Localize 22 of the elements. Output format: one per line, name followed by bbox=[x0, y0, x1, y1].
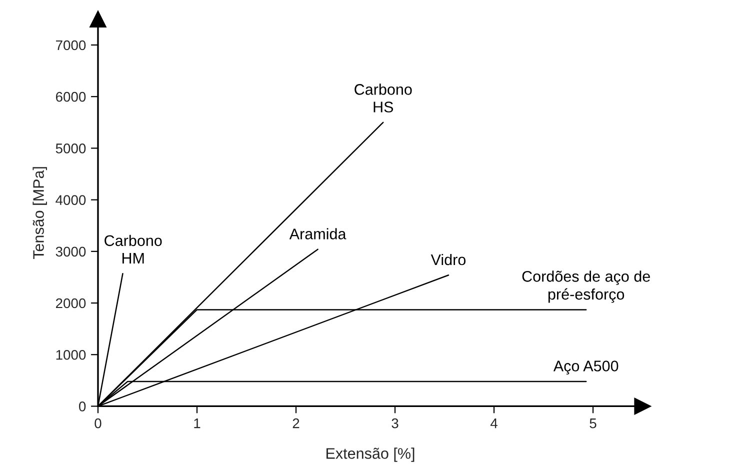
y-tick-label: 4000 bbox=[56, 195, 86, 205]
y-tick-label: 7000 bbox=[56, 40, 86, 50]
x-tick-label: 4 bbox=[490, 418, 498, 428]
y-tick-label: 0 bbox=[79, 402, 86, 412]
series-label: Cordões de aço de pré-esforço bbox=[522, 270, 650, 303]
x-axis-title: Extensão [%] bbox=[326, 448, 414, 462]
y-tick-label: 2000 bbox=[56, 298, 86, 308]
y-axis-title: Tensão [MPa] bbox=[32, 167, 47, 260]
series-label: Carbono HS bbox=[354, 84, 412, 112]
x-tick-label: 0 bbox=[94, 418, 102, 428]
series-label: Carbono HM bbox=[104, 234, 162, 264]
x-tick-label: 1 bbox=[194, 418, 200, 428]
x-tick-label: 5 bbox=[590, 418, 596, 428]
x-tick-label: 3 bbox=[392, 418, 398, 428]
x-tick-label: 2 bbox=[292, 418, 300, 428]
y-tick-label: 3000 bbox=[56, 246, 86, 257]
y-tick-label: 5000 bbox=[56, 144, 86, 154]
y-tick-label: 6000 bbox=[56, 92, 86, 102]
series-label: Vidro bbox=[430, 254, 466, 266]
series-label: Aço A500 bbox=[553, 360, 618, 375]
series-label: Aramida bbox=[289, 228, 346, 240]
y-tick-label: 1000 bbox=[56, 350, 86, 360]
